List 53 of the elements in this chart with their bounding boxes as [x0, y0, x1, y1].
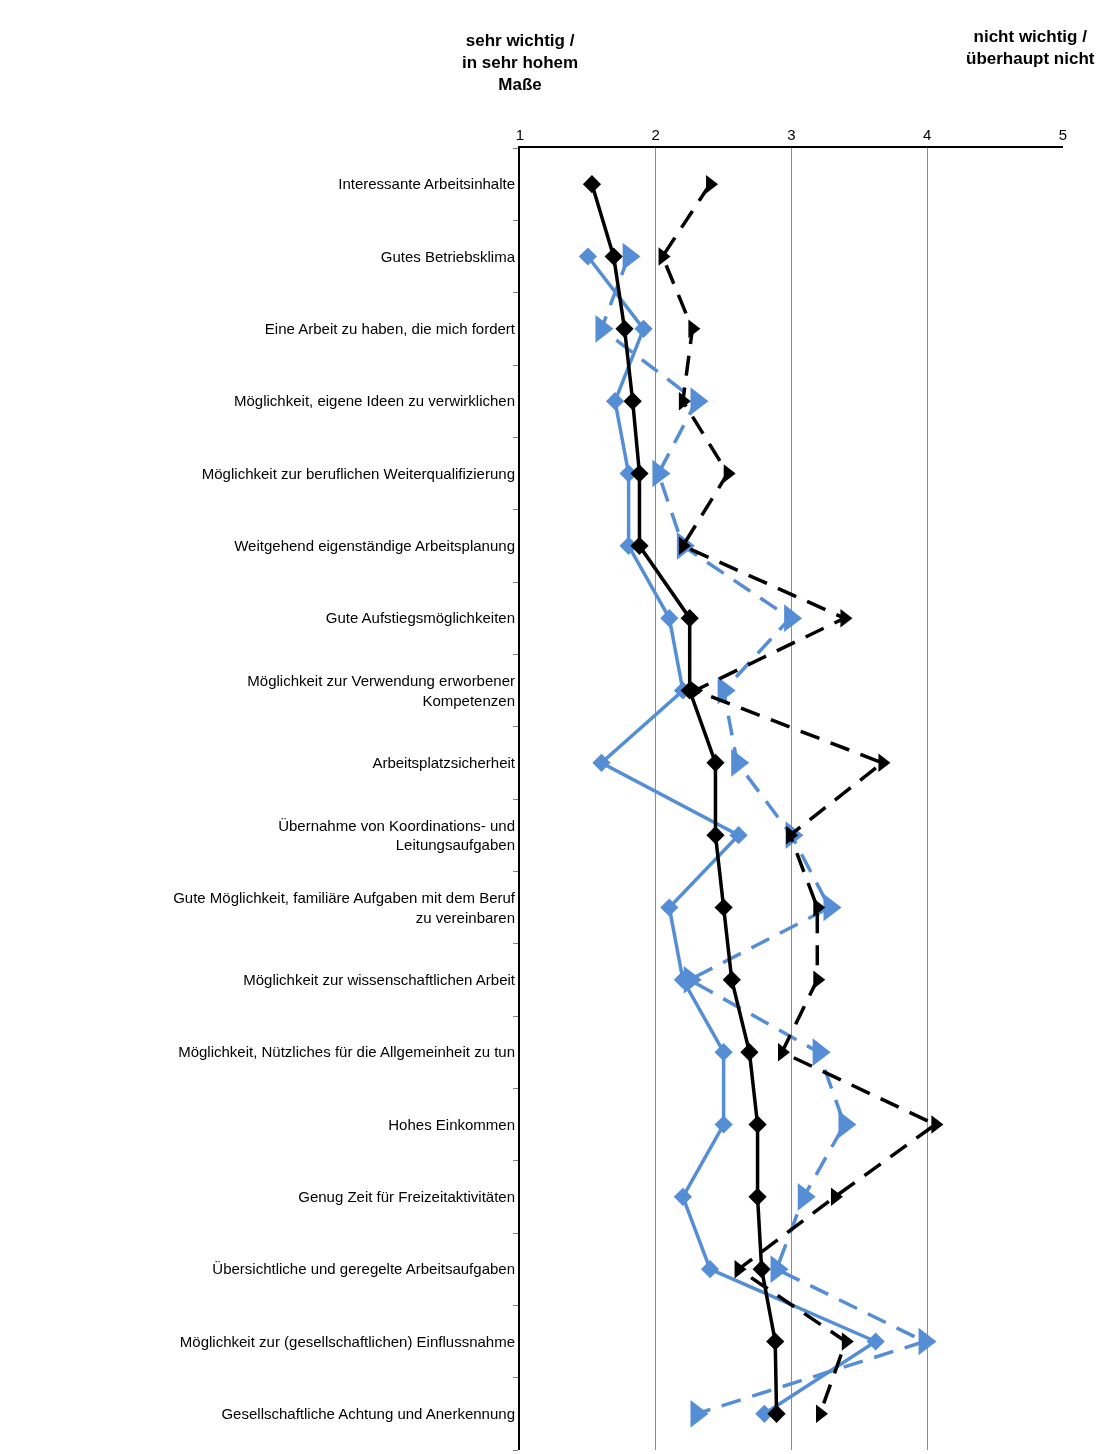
point — [752, 1260, 771, 1279]
point — [660, 609, 679, 628]
y-tick-label: Weitgehend eigenständige Arbeitsplanung — [234, 537, 515, 555]
point — [748, 1115, 767, 1134]
point — [700, 1260, 720, 1279]
y-tick-label: Möglichkeit zur Verwendung erworbener Kompetenzen — [247, 672, 515, 709]
point — [714, 898, 733, 917]
point — [592, 753, 611, 772]
y-tick-label: Möglichkeit, Nützliches für die Allgemeinheit zu tun — [178, 1043, 515, 1061]
point — [748, 1187, 767, 1206]
y-tick-label: Möglichkeit zur beruflichen Weiterqualifizierung — [201, 464, 515, 482]
y-tick-label: Interessante Arbeitsinhalte — [338, 175, 515, 193]
y-tick-label: Möglichkeit, eigene Ideen zu verwirklichen — [234, 392, 515, 410]
x-tick-label: 4 — [923, 126, 932, 143]
y-tick-label: Gutes Betriebsklima — [380, 247, 516, 265]
x-tick-label: 3 — [787, 126, 796, 143]
point — [578, 247, 597, 266]
point — [714, 1043, 733, 1062]
y-tick-label: Möglichkeit zur (gesellschaftlichen) Einflussnahme — [179, 1332, 515, 1350]
text: sehr wichtig / in sehr hohem Maße — [462, 31, 579, 95]
text: nicht wichtig / überhaupt nicht — [966, 27, 1095, 69]
point — [673, 1187, 692, 1206]
point — [660, 898, 679, 917]
point — [634, 319, 653, 338]
point — [767, 1404, 786, 1423]
y-tick-label: Gute Möglichkeit, familiäre Aufgaben mit dem Beruf zu vereinbaren — [173, 889, 516, 926]
y-tick-label: Arbeitsplatzsicherheit — [372, 754, 516, 772]
y-tick-label: Übersichtliche und geregelte Arbeitsaufgaben — [212, 1260, 515, 1278]
y-tick-label: Genug Zeit für Freizeitaktivitäten — [298, 1188, 515, 1206]
point — [729, 826, 748, 845]
x-tick-label: 2 — [651, 126, 660, 143]
y-tick-label: Möglichkeit zur wissenschaftlichen Arbeit — [243, 971, 516, 989]
point — [706, 753, 725, 772]
x-tick-label: 5 — [1058, 126, 1068, 143]
y-tick-label: Gute Aufstiegsmöglichkeiten — [325, 609, 515, 627]
point — [706, 826, 725, 845]
point — [582, 175, 602, 194]
point — [604, 247, 623, 266]
x-tick-label: 1 — [515, 126, 525, 143]
point — [630, 464, 649, 483]
y-tick-label: Hohes Einkommen — [388, 1115, 515, 1133]
point — [680, 609, 699, 628]
point — [623, 392, 642, 411]
y-tick-label: Übernahme von Koordinations- und Leitungsaufgaben — [278, 816, 515, 854]
point — [714, 1115, 733, 1134]
point — [766, 1332, 785, 1351]
y-tick-label: Eine Arbeit zu haben, die mich fordert — [264, 320, 516, 338]
point — [722, 970, 741, 989]
point — [605, 392, 625, 411]
point — [740, 1043, 759, 1062]
point — [630, 536, 649, 555]
y-tick-label: Gesellschaftliche Achtung und Anerkennung — [221, 1405, 515, 1423]
point — [615, 319, 634, 338]
